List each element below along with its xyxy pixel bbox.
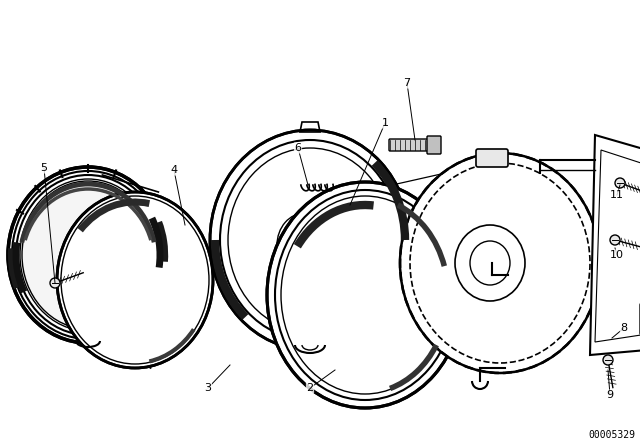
FancyBboxPatch shape — [476, 149, 508, 167]
Text: 6: 6 — [294, 143, 301, 153]
Ellipse shape — [210, 130, 410, 350]
Text: 2: 2 — [307, 383, 314, 393]
Ellipse shape — [267, 182, 463, 408]
Ellipse shape — [22, 181, 154, 329]
Text: 10: 10 — [610, 250, 624, 260]
Circle shape — [50, 278, 60, 288]
Text: 4: 4 — [170, 165, 177, 175]
Text: 11: 11 — [610, 190, 624, 200]
Ellipse shape — [8, 167, 168, 343]
Text: 00005329: 00005329 — [588, 430, 635, 440]
Ellipse shape — [400, 153, 600, 373]
Circle shape — [610, 235, 620, 245]
Text: 7: 7 — [403, 78, 411, 88]
Polygon shape — [590, 135, 640, 355]
Text: 5: 5 — [40, 163, 47, 173]
FancyBboxPatch shape — [389, 139, 433, 151]
Text: 1: 1 — [381, 118, 388, 128]
Text: 3: 3 — [205, 383, 211, 393]
Text: 9: 9 — [607, 390, 614, 400]
Ellipse shape — [57, 192, 213, 368]
Ellipse shape — [295, 234, 315, 256]
FancyBboxPatch shape — [427, 136, 441, 154]
Circle shape — [615, 178, 625, 188]
Text: 8: 8 — [620, 323, 628, 333]
Circle shape — [603, 355, 613, 365]
